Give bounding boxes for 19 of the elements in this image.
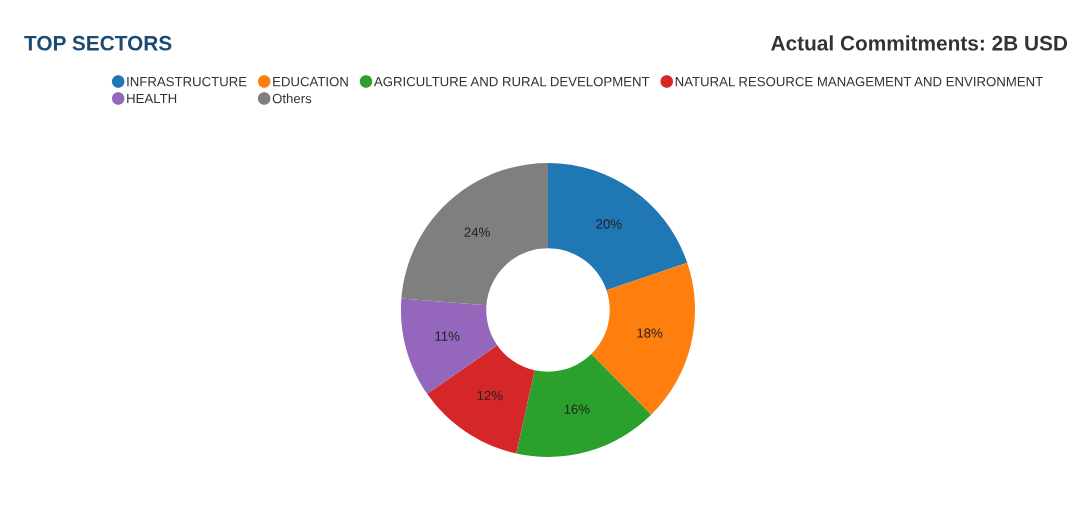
legend-label: INFRASTRUCTURE	[127, 76, 247, 87]
donut-slice	[548, 162, 688, 291]
chart-title: TOP SECTORS	[24, 35, 172, 51]
donut-slice	[516, 354, 652, 458]
donut-slice	[591, 262, 696, 415]
data-label: 12%	[477, 390, 503, 401]
data-label: 11%	[435, 331, 460, 341]
data-label: 24%	[464, 227, 490, 237]
data-label: 20%	[596, 219, 622, 229]
donut-slice	[427, 345, 535, 454]
chart-subtitle: Actual Commitments: 2B USD	[771, 35, 1068, 51]
legend-label: AGRICULTURE AND RURAL DEVELOPMENT	[373, 76, 650, 87]
legend-label: EDUCATION	[273, 76, 348, 87]
data-label: 16%	[564, 404, 590, 414]
donut-slice	[401, 162, 548, 306]
legend-label: HEALTH	[127, 94, 177, 104]
legend-label: NATURAL RESOURCE MANAGEMENT AND ENVIRONMENT	[675, 76, 1043, 87]
legend-label: Others	[272, 93, 312, 104]
data-label: 18%	[637, 328, 663, 338]
